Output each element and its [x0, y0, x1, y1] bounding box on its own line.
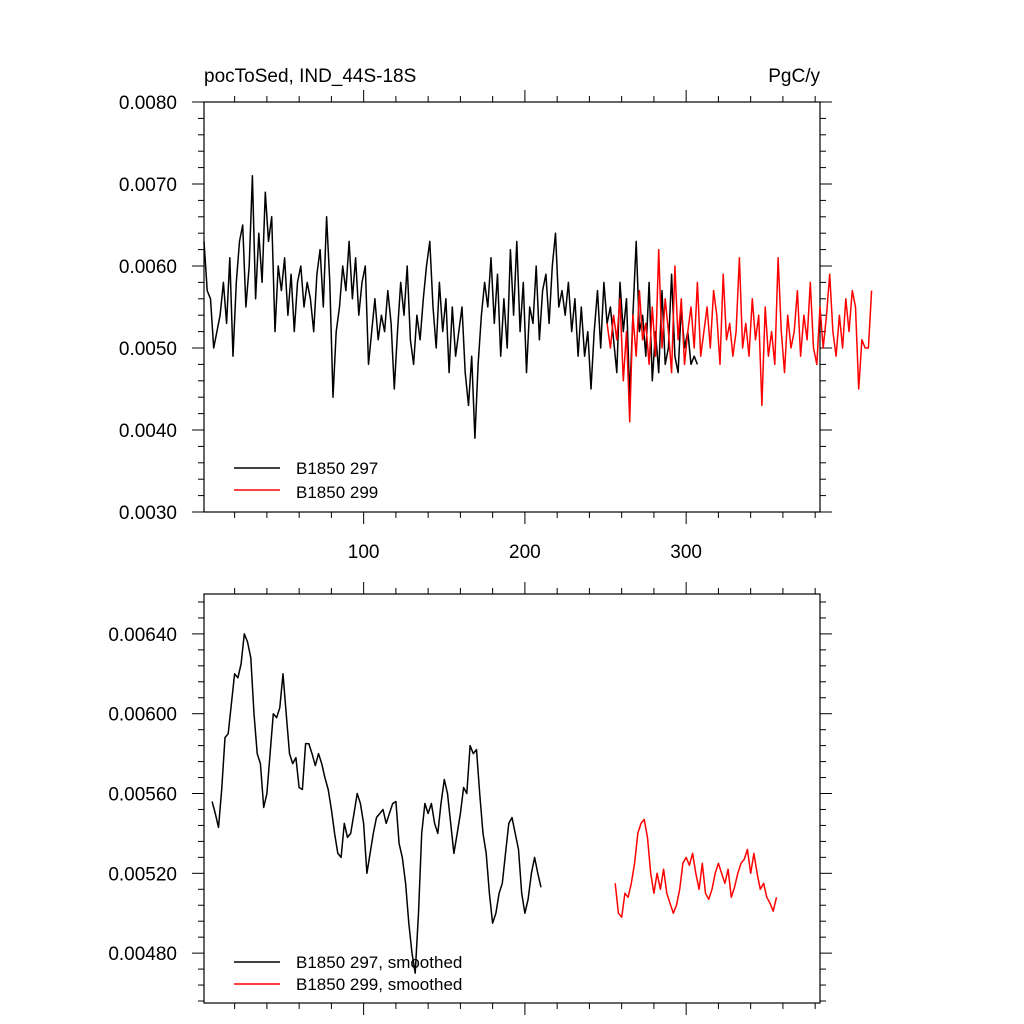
- bottom-series-0-line: [211, 633, 542, 974]
- top-plot-group: 100 200 300 0.0030 0.0040 0.0050 0.0060 0.0070 0…: [119, 90, 873, 563]
- bottom-plot-frame: [203, 593, 821, 1004]
- bottom-y-tick-label: 0.00560: [108, 785, 177, 806]
- top-y-tick-label: 0.0040: [119, 421, 177, 442]
- bottom-legend-label-0: B1850 297, smoothed: [296, 953, 462, 972]
- top-x-tick-label: 200: [509, 542, 541, 563]
- bottom-plot-group: 0.00480 0.00520 0.00560 0.00600 0.00640: [108, 582, 832, 1015]
- bottom-y-tick-label: 0.00640: [108, 625, 177, 646]
- top-panel-title: pocToSed, IND_44S-18S: [204, 66, 416, 87]
- top-y-tick-label: 0.0050: [119, 339, 177, 360]
- top-series-0-line: [203, 175, 699, 439]
- top-panel-units: PgC/y: [768, 66, 820, 87]
- top-x-tick-label: 300: [670, 542, 702, 563]
- bottom-y-tick-label: 0.00480: [108, 944, 177, 965]
- top-x-tick-label: 100: [348, 542, 380, 563]
- bottom-series-1-line: [614, 818, 778, 918]
- top-legend-label-0: B1850 297: [296, 459, 378, 478]
- top-legend-label-1: B1850 299: [296, 483, 378, 502]
- top-series-1-line: [606, 248, 873, 423]
- top-y-tick-label: 0.0030: [119, 503, 177, 524]
- bottom-panel: 0.00480 0.00520 0.00560 0.00600 0.00640 B185…: [108, 582, 832, 1015]
- top-y-tick-label: 0.0060: [119, 257, 177, 278]
- top-panel: pocToSed, IND_44S-18S PgC/y 100 200 300 0.0…: [119, 66, 873, 563]
- top-y-tick-label: 0.0080: [119, 93, 177, 114]
- top-y-tick-label: 0.0070: [119, 175, 177, 196]
- bottom-legend-label-1: B1850 299, smoothed: [296, 975, 462, 994]
- bottom-y-tick-label: 0.00600: [108, 705, 177, 726]
- bottom-y-tick-label: 0.00520: [108, 864, 177, 885]
